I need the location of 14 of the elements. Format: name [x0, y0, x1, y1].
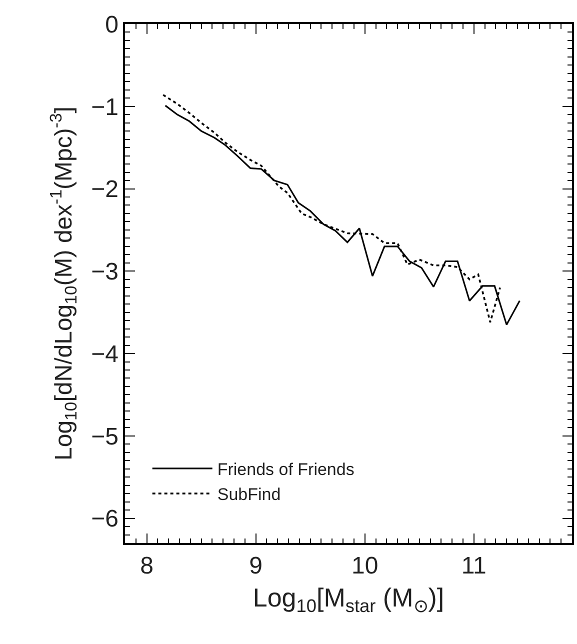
- y-tick-label: −5: [91, 423, 118, 450]
- x-tick-label: 9: [249, 552, 263, 580]
- legend-label: Friends of Friends: [217, 460, 354, 480]
- y-tick-label: −2: [91, 176, 118, 204]
- y-tick-label: −1: [91, 94, 118, 121]
- legend-label: SubFind: [217, 485, 281, 504]
- y-tick-label: −4: [91, 340, 118, 368]
- y-tick-label: −6: [91, 506, 118, 533]
- x-tick-label: 8: [140, 552, 154, 580]
- x-tick-label: 11: [461, 552, 486, 580]
- x-tick-label: 10: [352, 552, 378, 580]
- y-tick-label: 0: [105, 11, 118, 38]
- x-axis-title: Log$_{10}$[M$_{star}$ (M$_{⊙}$)]: [252, 582, 444, 616]
- y-tick-label: −3: [91, 258, 118, 286]
